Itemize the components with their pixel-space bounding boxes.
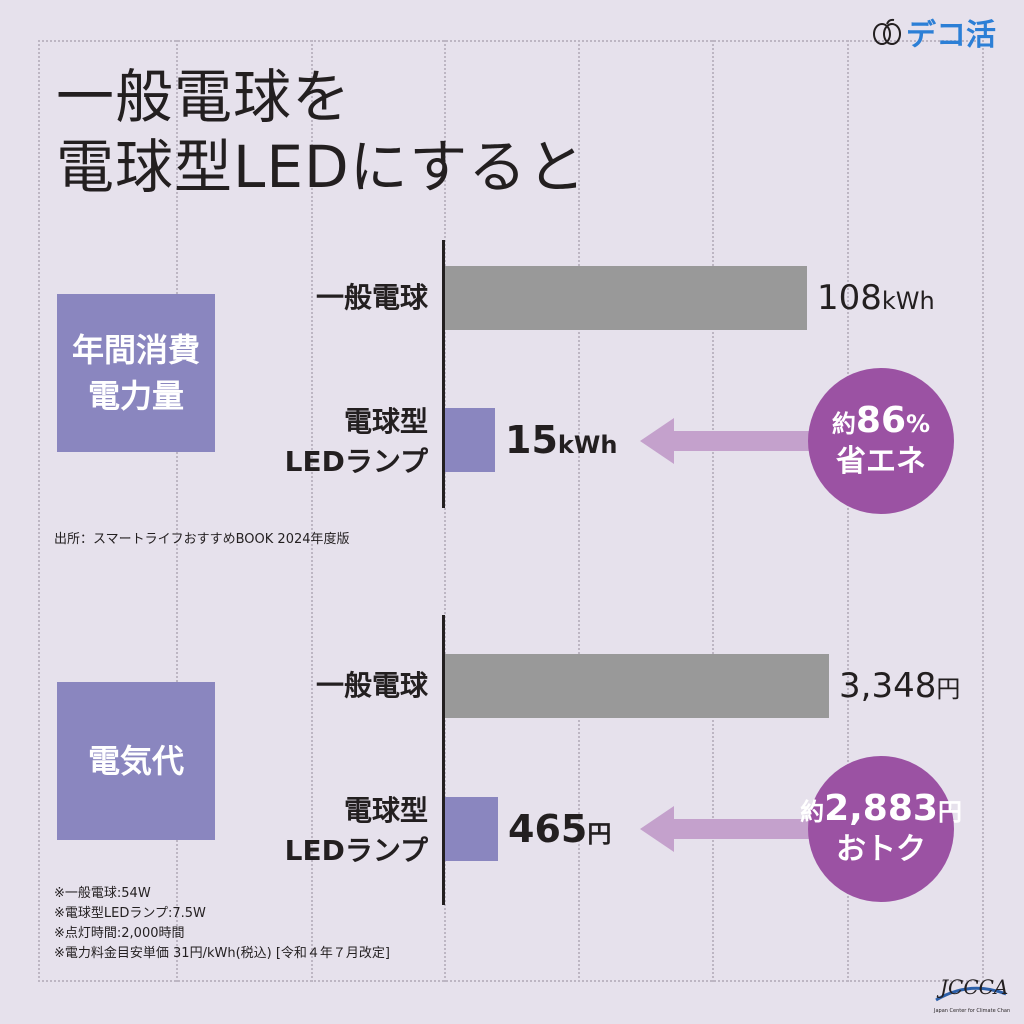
data-label-number: 3,348: [839, 666, 937, 706]
data-label-number: 15: [505, 418, 558, 462]
footnote: ※点灯時間:2,000時間: [54, 926, 185, 941]
axis-line: [442, 240, 445, 508]
badge-line2: おトク: [836, 831, 926, 867]
badge-value: 2,883: [824, 787, 938, 829]
badge-suffix: 円: [937, 797, 962, 826]
data-label-number: 465: [508, 807, 588, 851]
grid-frame: [38, 40, 984, 982]
footnote: ※電力料金目安単価 31円/kWh(税込) [令和４年７月改定]: [54, 946, 390, 961]
bar: [445, 797, 498, 861]
footnotes: ※一般電球:54W ※電球型LEDランプ:7.5W ※点灯時間:2,000時間 …: [54, 884, 390, 964]
grid-line: [311, 40, 313, 982]
data-label-unit: kWh: [557, 431, 618, 459]
svg-text:JCCCA: JCCCA: [936, 975, 1008, 999]
grid-line: [578, 40, 580, 982]
category-label: 電球型 LEDランプ: [284, 405, 428, 478]
grid-line: [847, 40, 849, 982]
data-label: 15kWh: [505, 420, 617, 465]
grid-line: [712, 40, 714, 982]
left-arrow-icon: [640, 418, 820, 464]
saving-badge-cost: 約2,883円 おトク: [800, 756, 962, 902]
source-note: 出所：スマートライフおすすめBOOK 2024年度版: [54, 532, 350, 547]
section-label-line: 年間消費: [71, 331, 200, 369]
footnote: ※一般電球:54W: [54, 886, 151, 901]
jccca-logo: JCCCA Japan Center for Climate Change Ac…: [933, 975, 1010, 1014]
data-label: 108kWh: [817, 278, 935, 321]
grid-line: [176, 40, 178, 982]
bar: [445, 266, 807, 330]
page-title: 一般電球を 電球型LEDにすると: [56, 63, 587, 201]
globe-leaf-icon: [873, 18, 901, 45]
axis-line: [442, 615, 445, 905]
badge-prefix: 約: [800, 797, 825, 826]
category-label: 一般電球: [315, 281, 428, 314]
badge-prefix: 約: [831, 409, 856, 438]
footnote: ※電球型LEDランプ:7.5W: [54, 906, 206, 921]
section-label-line: 電気代: [87, 742, 184, 780]
data-label-unit: kWh: [881, 287, 935, 315]
deco-katsu-logo: デコ活: [872, 10, 996, 54]
data-label: 465円: [508, 809, 611, 854]
category-label: 電球型 LEDランプ: [284, 794, 428, 867]
badge-suffix: %: [906, 409, 931, 438]
section-label-energy: 年間消費 電力量: [57, 294, 215, 452]
bar: [445, 654, 829, 718]
data-label: 3,348円: [839, 666, 960, 709]
section-label-cost: 電気代: [57, 682, 215, 840]
saving-badge-energy: 約86% 省エネ: [808, 368, 954, 514]
logo-text: デコ活: [906, 18, 996, 53]
data-label-unit: 円: [936, 675, 961, 703]
data-label-unit: 円: [587, 820, 612, 848]
section-label-line: 電力量: [87, 377, 184, 415]
category-label: 一般電球: [315, 669, 428, 702]
grid-line: [444, 40, 446, 982]
left-arrow-icon: [640, 806, 820, 852]
badge-line2: 省エネ: [836, 443, 926, 479]
bar: [445, 408, 495, 472]
data-label-number: 108: [817, 278, 882, 318]
badge-value: 86: [855, 399, 907, 441]
svg-text:Japan Center for Climate Chang: Japan Center for Climate Change Actions: [933, 1008, 1010, 1014]
